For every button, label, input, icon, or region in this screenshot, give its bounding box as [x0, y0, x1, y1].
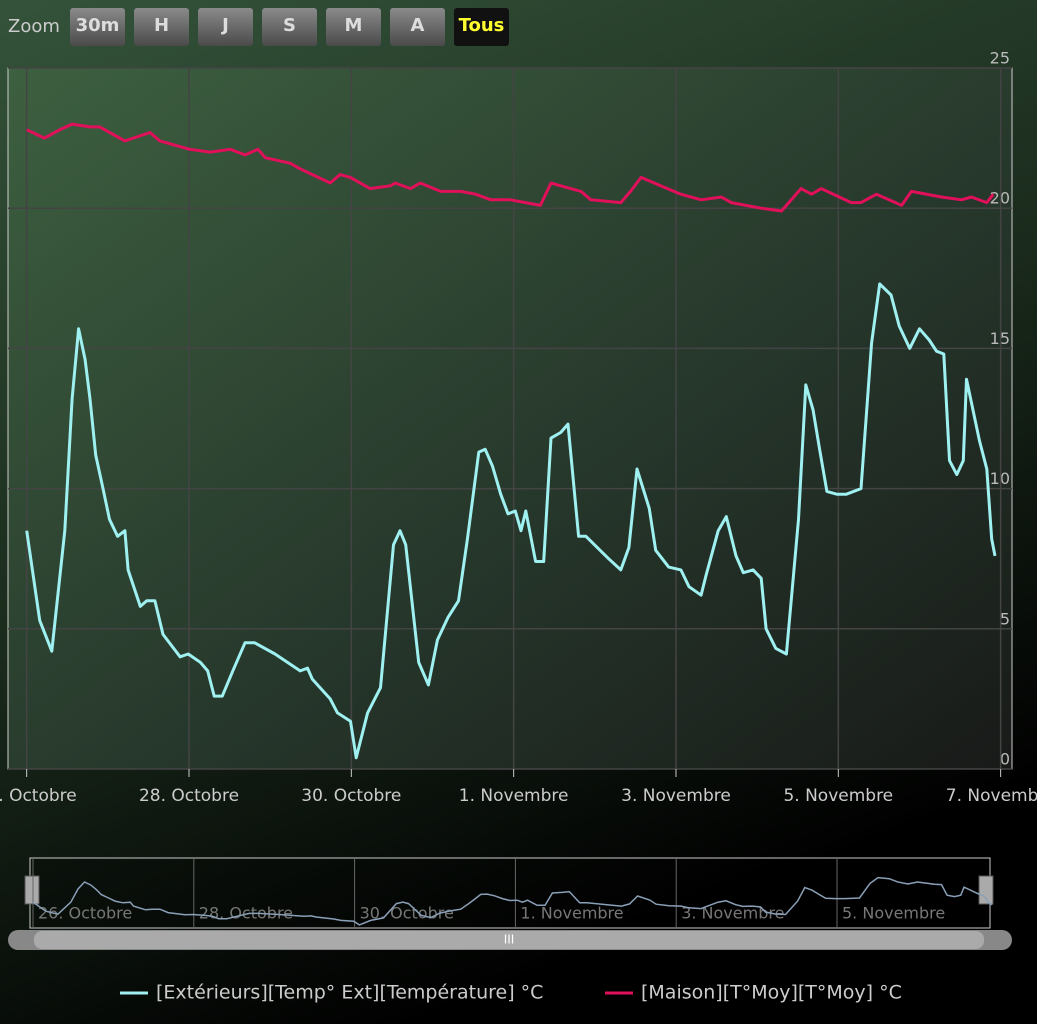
- scrollbar-thumb[interactable]: [34, 931, 984, 949]
- y-tick-label: 10: [990, 469, 1010, 488]
- navigator-handle[interactable]: [978, 875, 994, 905]
- x-tick-label: 28. Octobre: [139, 786, 239, 806]
- zoom-button[interactable]: [326, 8, 381, 46]
- navigator-label: 28. Octobre: [199, 904, 293, 923]
- series-line: [26, 122, 995, 213]
- navigator-label: 5. Novembre: [842, 904, 945, 923]
- zoom-button-label[interactable]: J: [220, 15, 229, 36]
- y-tick-label: 15: [990, 329, 1010, 348]
- zoom-label: Zoom: [8, 16, 60, 37]
- zoom-button-label[interactable]: S: [283, 15, 296, 36]
- zoom-button[interactable]: [262, 8, 317, 46]
- zoom-button[interactable]: [390, 8, 445, 46]
- zoom-button[interactable]: [454, 8, 509, 46]
- x-tick-label: 7. Novembre: [946, 786, 1037, 806]
- zoom-button-label[interactable]: Tous: [459, 15, 505, 36]
- navigator-label: 26. Octobre: [38, 904, 132, 923]
- legend-label[interactable]: [Extérieurs][Temp° Ext][Température] °C: [156, 982, 543, 1004]
- zoom-button-label[interactable]: M: [345, 15, 363, 36]
- x-tick-label: 26. Octobre: [0, 786, 77, 806]
- zoom-button[interactable]: [198, 8, 253, 46]
- zoom-button[interactable]: [70, 8, 125, 46]
- zoom-button-label[interactable]: 30m: [76, 15, 120, 36]
- x-tick-label: 1. Novembre: [459, 786, 569, 806]
- plot-area: [7, 67, 1013, 770]
- series-line: [25, 282, 997, 760]
- y-tick-label: 5: [1000, 609, 1010, 628]
- y-tick-label: 25: [990, 49, 1010, 68]
- zoom-button-label[interactable]: H: [154, 15, 169, 36]
- x-tick-label: 30. Octobre: [301, 786, 401, 806]
- legend-label[interactable]: [Maison][T°Moy][T°Moy] °C: [641, 982, 902, 1004]
- y-tick-label: 20: [990, 189, 1010, 208]
- x-tick-label: 5. Novembre: [783, 786, 893, 806]
- navigator[interactable]: [29, 857, 991, 929]
- zoom-button[interactable]: [134, 8, 189, 46]
- navigator-series: [32, 876, 993, 926]
- zoom-button-label[interactable]: A: [411, 15, 425, 36]
- y-tick-label: 0: [1000, 750, 1010, 769]
- navigator-handle[interactable]: [24, 875, 40, 905]
- navigator-label: 1. Novembre: [520, 904, 623, 923]
- scrollbar-grip: III: [504, 933, 515, 947]
- navigator-label: 3. Novembre: [681, 904, 784, 923]
- x-tick-label: 3. Novembre: [621, 786, 731, 806]
